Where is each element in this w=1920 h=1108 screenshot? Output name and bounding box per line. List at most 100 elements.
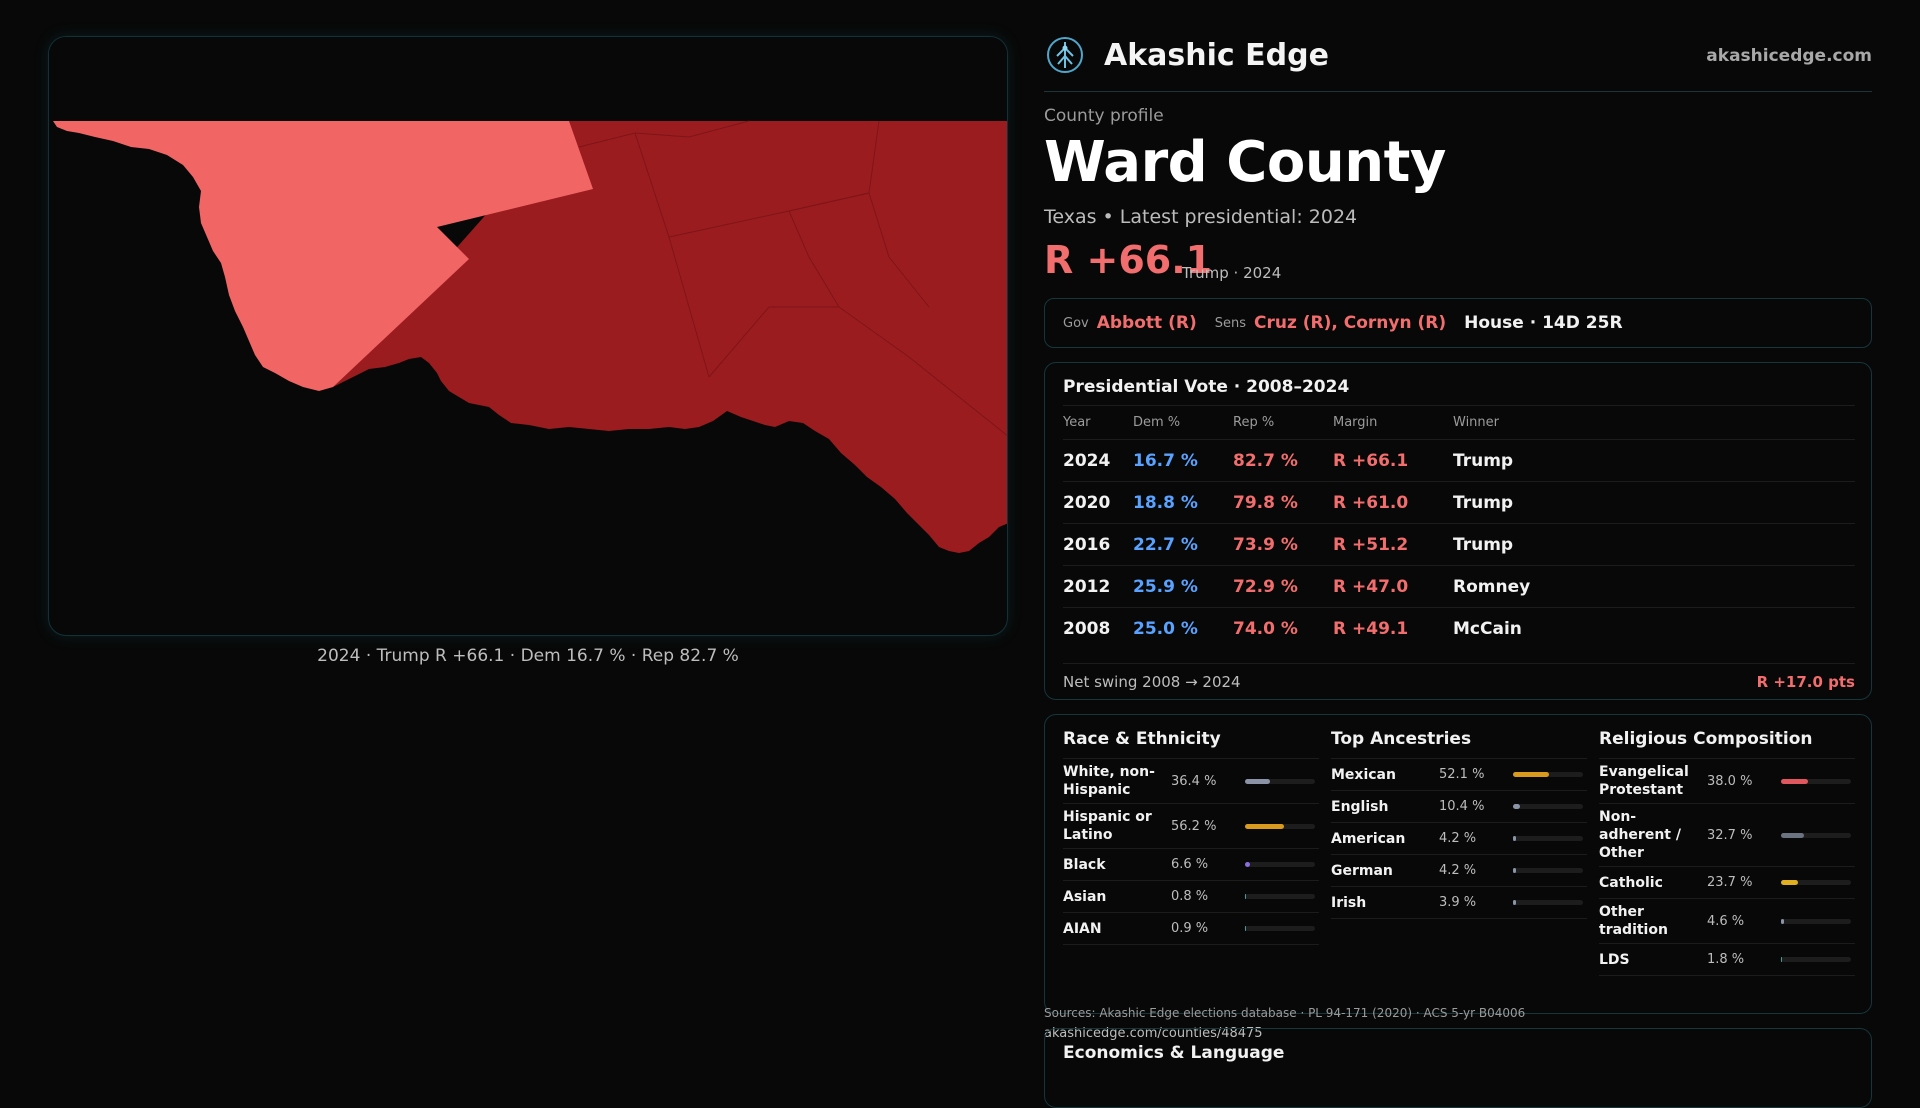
- col-winner[interactable]: Winner: [1453, 415, 1500, 430]
- religion-label: Evangelical Protestant: [1599, 764, 1689, 798]
- net-swing-row: Net swing 2008 → 2024 R +17.0 pts: [1063, 663, 1855, 699]
- site-url[interactable]: akashicedge.com: [1706, 46, 1872, 66]
- ancestry-row: Mexican 52.1 %: [1331, 759, 1587, 791]
- row-dem: 16.7 %: [1133, 450, 1198, 471]
- ancestry-value: 3.9 %: [1439, 895, 1477, 910]
- map-district-lines: [578, 120, 1007, 437]
- row-winner: McCain: [1453, 618, 1522, 639]
- table-header-row: Year Dem % Rep % Margin Winner: [1063, 405, 1855, 439]
- religion-bar: [1781, 832, 1851, 838]
- row-year: 2008: [1063, 618, 1111, 639]
- religion-bar-fill: [1781, 918, 1785, 924]
- race-bar: [1245, 894, 1315, 899]
- race-value: 36.4 %: [1171, 773, 1217, 789]
- race-row: Black 6.6 %: [1063, 849, 1319, 881]
- profile-label: County profile: [1044, 106, 1164, 126]
- religion-label: Non-adherent / Other: [1599, 809, 1681, 861]
- ancestry-column: Top Ancestries Mexican 52.1 % English 10.4 …: [1331, 729, 1587, 919]
- ancestry-label: American: [1331, 830, 1406, 847]
- ancestry-row: Irish 3.9 %: [1331, 887, 1587, 919]
- latest-margin-detail: Trump · 2024: [1182, 264, 1282, 282]
- religion-bar-fill: [1781, 832, 1804, 838]
- economics-card: Economics & Language: [1044, 1028, 1872, 1108]
- ancestry-value: 4.2 %: [1439, 831, 1477, 846]
- religion-title: Religious Composition: [1599, 729, 1855, 759]
- ancestry-bar-fill: [1513, 836, 1516, 841]
- map-region-strong-r[interactable]: [333, 121, 1008, 553]
- governor-value: Abbott (R): [1096, 313, 1197, 333]
- race-row: Asian 0.8 %: [1063, 881, 1319, 913]
- row-rep: 72.9 %: [1233, 576, 1298, 597]
- religion-row: LDS 1.8 %: [1599, 944, 1855, 976]
- religion-value: 1.8 %: [1707, 952, 1745, 967]
- row-margin: R +66.1: [1333, 450, 1409, 471]
- ancestry-row: German 4.2 %: [1331, 855, 1587, 887]
- race-label: Hispanic or Latino: [1063, 809, 1152, 843]
- page-title: Ward County: [1044, 130, 1446, 195]
- table-row[interactable]: 2016 22.7 % 73.9 % R +51.2 Trump: [1063, 523, 1855, 565]
- presidential-vote-card: Presidential Vote · 2008–2024 Year Dem %…: [1044, 362, 1872, 700]
- ancestry-row: American 4.2 %: [1331, 823, 1587, 855]
- table-row[interactable]: 2012 25.9 % 72.9 % R +47.0 Romney: [1063, 565, 1855, 607]
- row-dem: 18.8 %: [1133, 492, 1198, 513]
- race-value: 0.9 %: [1171, 921, 1209, 936]
- race-bar: [1245, 862, 1315, 867]
- ancestry-row: English 10.4 %: [1331, 791, 1587, 823]
- permalink[interactable]: akashicedge.com/counties/48475: [1044, 1026, 1263, 1041]
- ancestry-bar: [1513, 804, 1583, 809]
- religion-label: LDS: [1599, 951, 1630, 968]
- map-top-band: [49, 37, 1007, 121]
- ancestry-bar: [1513, 836, 1583, 841]
- site-header: Akashic Edge akashicedge.com: [1044, 36, 1872, 92]
- brand-name[interactable]: Akashic Edge: [1104, 38, 1329, 73]
- row-winner: Trump: [1453, 534, 1514, 555]
- demographics-card: Race & Ethnicity White, non-Hispanic 36.4…: [1044, 714, 1872, 1014]
- row-dem: 25.0 %: [1133, 618, 1198, 639]
- row-margin: R +47.0: [1333, 576, 1409, 597]
- religion-value: 23.7 %: [1707, 875, 1753, 890]
- row-dem: 22.7 %: [1133, 534, 1198, 555]
- table-row[interactable]: 2008 25.0 % 74.0 % R +49.1 McCain: [1063, 607, 1855, 649]
- religion-bar: [1781, 880, 1851, 885]
- house-delegation: House · 14D 25R: [1464, 313, 1623, 333]
- religion-value: 4.6 %: [1707, 913, 1745, 929]
- race-row: AIAN 0.9 %: [1063, 913, 1319, 945]
- ancestry-title: Top Ancestries: [1331, 729, 1587, 759]
- row-margin: R +49.1: [1333, 618, 1409, 639]
- gov-label: Gov: [1063, 315, 1089, 331]
- race-row: Hispanic or Latino 56.2 %: [1063, 804, 1319, 849]
- table-row[interactable]: 2020 18.8 % 79.8 % R +61.0 Trump: [1063, 481, 1855, 523]
- ancestry-label: Irish: [1331, 894, 1367, 911]
- race-bar-fill: [1245, 894, 1247, 899]
- col-year[interactable]: Year: [1063, 415, 1091, 430]
- row-margin: R +51.2: [1333, 534, 1409, 555]
- county-map[interactable]: [48, 36, 1008, 636]
- race-bar: [1245, 823, 1315, 829]
- row-rep: 73.9 %: [1233, 534, 1298, 555]
- religion-value: 32.7 %: [1707, 827, 1753, 843]
- religion-row: Non-adherent / Other 32.7 %: [1599, 804, 1855, 867]
- ancestry-bar-fill: [1513, 868, 1516, 873]
- race-row: White, non-Hispanic 36.4 %: [1063, 759, 1319, 804]
- row-rep: 74.0 %: [1233, 618, 1298, 639]
- col-dem[interactable]: Dem %: [1133, 415, 1181, 430]
- race-label: Black: [1063, 856, 1106, 873]
- tree-of-life-icon[interactable]: [1046, 36, 1084, 74]
- row-rep: 79.8 %: [1233, 492, 1298, 513]
- col-margin[interactable]: Margin: [1333, 415, 1378, 430]
- ancestry-label: Mexican: [1331, 766, 1396, 783]
- race-bar: [1245, 778, 1315, 784]
- religion-bar-fill: [1781, 778, 1808, 784]
- table-row[interactable]: 2024 16.7 % 82.7 % R +66.1 Trump: [1063, 439, 1855, 481]
- col-rep[interactable]: Rep %: [1233, 415, 1275, 430]
- county-profile-panel: Akashic Edge akashicedge.com County prof…: [1044, 0, 1872, 1108]
- map-region-lean-r[interactable]: [53, 121, 593, 391]
- religion-bar: [1781, 918, 1851, 924]
- ancestry-bar: [1513, 868, 1583, 873]
- row-year: 2024: [1063, 450, 1111, 471]
- religion-row: Catholic 23.7 %: [1599, 867, 1855, 899]
- ancestry-bar-fill: [1513, 804, 1521, 809]
- religion-bar: [1781, 957, 1851, 962]
- net-swing-label: Net swing 2008 → 2024: [1063, 672, 1241, 691]
- officials-bar: Gov Abbott (R) Sens Cruz (R), Cornyn (R)…: [1044, 298, 1872, 348]
